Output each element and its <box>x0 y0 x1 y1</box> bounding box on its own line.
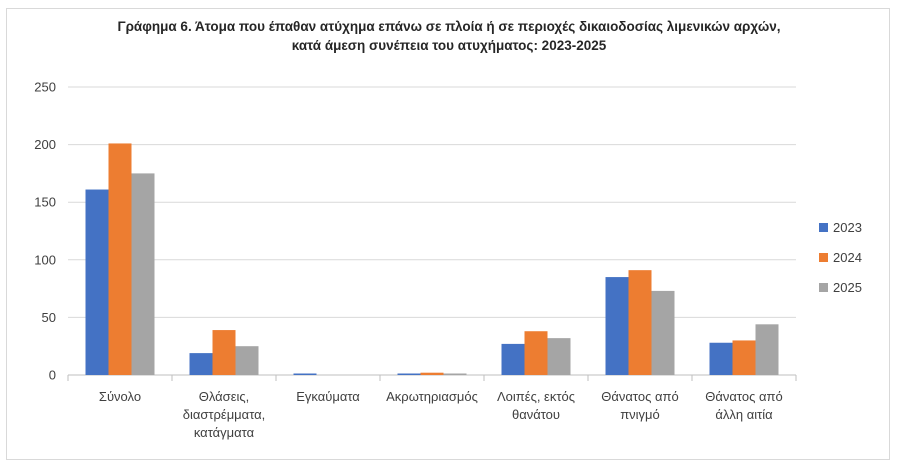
chart-title-line-2: κατά άμεση συνέπεια του ατυχήματος: 2023… <box>291 38 607 53</box>
legend-swatch-2024 <box>819 253 828 262</box>
legend-swatch-2025 <box>819 283 828 292</box>
chart-frame: Γράφημα 6. Άτομα που έπαθαν ατύχημα επάν… <box>6 8 890 460</box>
chart-title-line-1: Γράφημα 6. Άτομα που έπαθαν ατύχημα επάν… <box>117 19 781 34</box>
y-tick-label: 250 <box>34 80 56 95</box>
y-tick-label: 0 <box>49 368 56 383</box>
bar-2025 <box>755 324 779 375</box>
category-label: Ακρωτηριασμός <box>386 389 478 404</box>
bar-2025-min <box>443 373 467 375</box>
bar-2025 <box>235 346 259 375</box>
legend-label: 2024 <box>833 250 862 265</box>
legend-label: 2023 <box>833 220 862 235</box>
bar-2025 <box>131 173 155 375</box>
category-label: Σύνολο <box>99 389 141 404</box>
bar-chart: 0 50 100 150 200 250 Σύνολο Θλάσεις, διαστρέμματ… <box>34 80 862 441</box>
category-label: Εγκαύματα <box>296 389 360 404</box>
category-label: άλλη αιτία <box>715 407 773 422</box>
bar-2023 <box>605 277 629 375</box>
y-tick-label: 150 <box>34 195 56 210</box>
bar-2024 <box>732 340 756 375</box>
bar-2025 <box>547 338 571 375</box>
bar-2024 <box>524 331 548 375</box>
category-label: Θάνατος από <box>705 389 782 404</box>
chart-title: Γράφημα 6. Άτομα που έπαθαν ατύχημα επάν… <box>7 17 891 55</box>
bar-2023 <box>189 353 213 375</box>
category-label: Λοιπές, εκτός <box>497 389 575 404</box>
bar-2024 <box>212 330 236 375</box>
bar-2024 <box>420 372 444 375</box>
y-tick-label: 100 <box>34 252 56 267</box>
legend-swatch-2023 <box>819 223 828 232</box>
y-tick-label: 200 <box>34 137 56 152</box>
category-label: πνιγμό <box>620 407 660 422</box>
category-label: Θλάσεις, <box>199 389 250 404</box>
category-label: Θάνατος από <box>601 389 678 404</box>
category-label: θανάτου <box>512 407 560 422</box>
bar-2023-min <box>293 373 317 375</box>
y-tick-label: 50 <box>42 310 56 325</box>
bar-2025 <box>651 290 675 375</box>
bar-2024 <box>108 143 132 375</box>
bar-2023-min <box>397 373 421 375</box>
category-label: κατάγματα <box>194 425 255 440</box>
bar-2024 <box>628 270 652 375</box>
bar-2023 <box>501 343 525 375</box>
bar-2023 <box>709 342 733 375</box>
category-label: διαστρέμματα, <box>183 407 266 422</box>
legend-label: 2025 <box>833 280 862 295</box>
bar-2023 <box>85 189 109 375</box>
